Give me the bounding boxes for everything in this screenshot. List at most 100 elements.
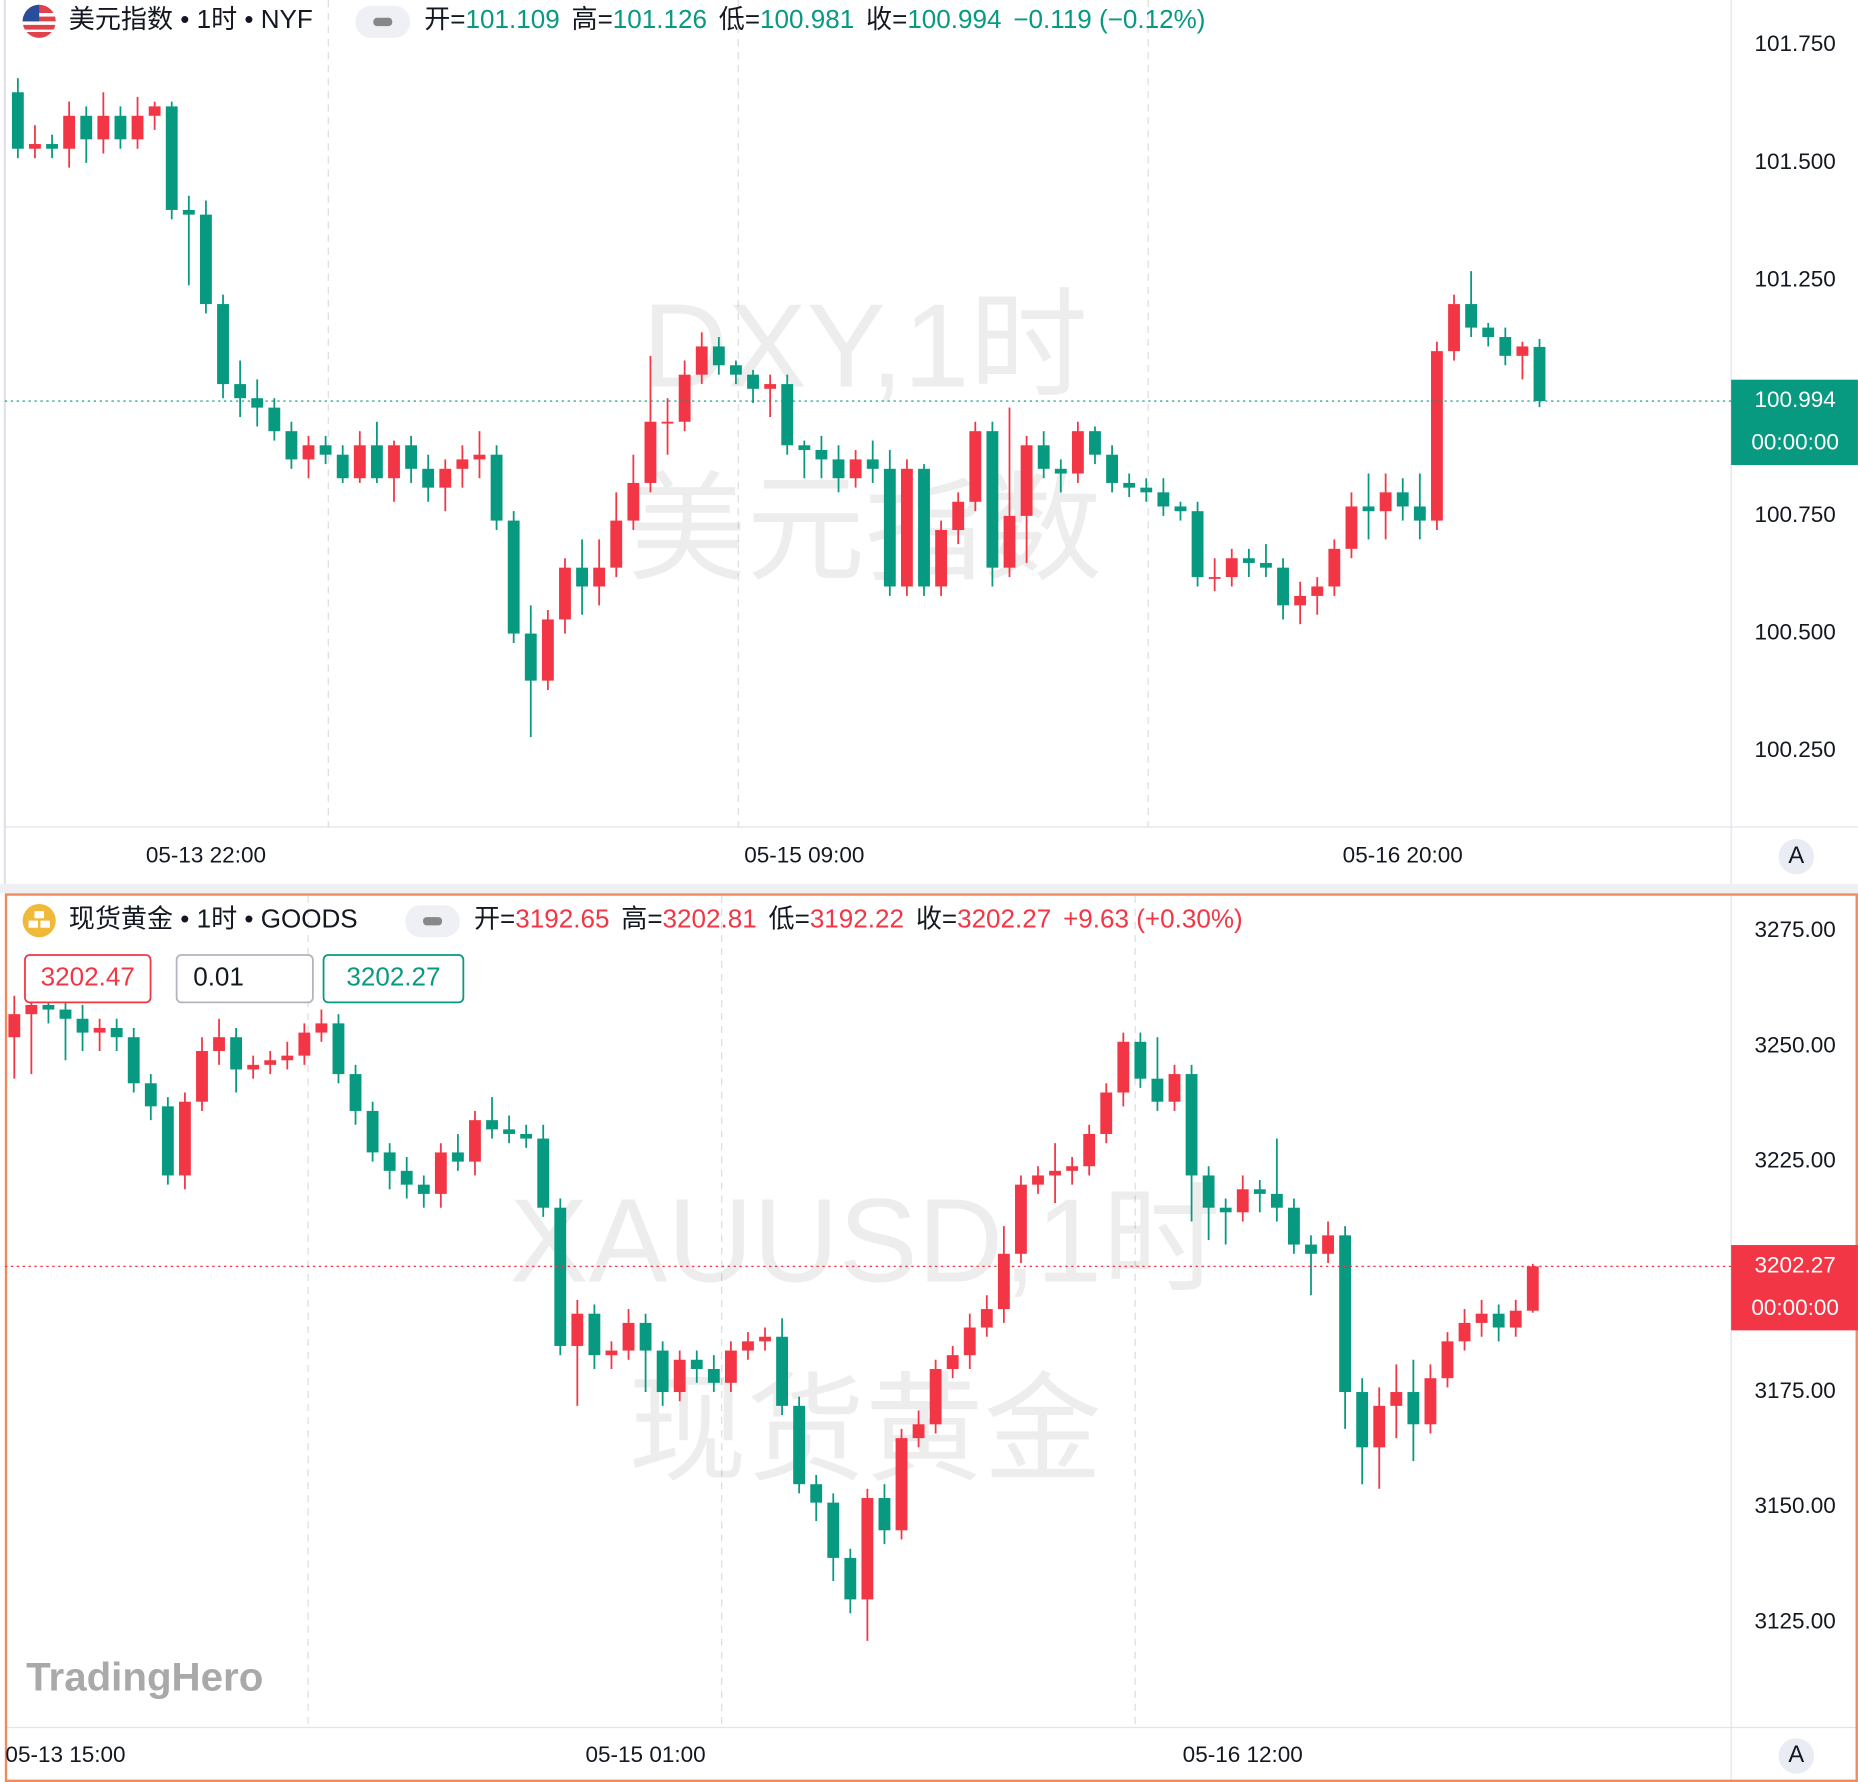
y-tick-label: 3225.00 [1754,1148,1835,1173]
candle-body [1413,506,1426,521]
candle-body [712,346,725,366]
candle-body [1015,1184,1027,1254]
candle-body [1032,1175,1044,1185]
candle-body [336,454,349,479]
price-tag [1731,379,1858,466]
y-tick-label: 3250.00 [1754,1032,1835,1057]
candle-body [1424,1378,1437,1425]
candle-body [1533,346,1546,402]
candle-body [678,374,691,422]
pill-dash [373,17,393,27]
price-tag-countdown: 00:00:00 [1751,1295,1839,1320]
candle-body [178,1101,191,1176]
candle-body [832,459,845,479]
candle-body [541,619,554,681]
candle-body [97,115,110,140]
logo: TradingHero [26,1655,263,1700]
candle-body [895,1438,908,1531]
candle-body [486,1120,498,1130]
candle-body [490,454,503,521]
candle-body [730,365,742,375]
ohlc-text: 开= [474,904,515,934]
candle-body [810,1484,823,1503]
candle-body [980,1309,993,1328]
candle-body [776,1336,789,1406]
candle-body [673,1359,686,1393]
candle-body [1003,515,1016,568]
symbol-title: 美元指数 • 1时 • NYF [69,4,313,34]
candle-body [11,92,24,149]
pane-separator [0,883,1858,894]
candle-body [1260,562,1272,568]
candle-body [1373,1405,1386,1448]
candle-body [969,431,982,502]
candle-body [520,1133,533,1139]
auto-scale-button[interactable] [1778,838,1815,875]
candles [8,991,1539,1641]
candle-body [1236,1189,1249,1213]
candle-body [622,1322,635,1351]
candle-body [759,1336,771,1342]
trade-button[interactable] [175,954,314,1004]
candle-body [114,115,127,140]
candle-body [849,459,862,479]
ohlc-text: 100.981 [760,4,854,34]
x-tick-label: 05-15 01:00 [586,1742,706,1767]
candle-body [370,445,383,479]
candle-body [844,1557,857,1600]
candle-body [353,445,366,479]
candle-body [213,1037,225,1052]
trade-button[interactable] [322,954,465,1004]
candle-body [127,1037,140,1084]
gold-icon [22,904,56,938]
candle-body [1225,558,1238,578]
candle-body [422,468,435,488]
candle-body [690,1359,703,1369]
y-tick-label: 3275.00 [1754,917,1835,942]
candle-body [764,384,777,389]
candle-body [217,304,229,385]
candle-body [298,1032,311,1056]
trade-button[interactable] [24,954,152,1004]
candle-body [63,115,76,149]
candle-body [707,1368,720,1383]
candle-body [1100,1092,1113,1134]
price-tag-value: 3202.27 [1754,1252,1835,1277]
ohlc-text: 100.994 [907,4,1001,34]
candle-body [695,346,708,375]
candle-body [405,445,418,469]
candle-body [661,421,674,424]
ohlc-text: 101.109 [466,4,560,34]
candle-body [1294,595,1307,606]
candle-body [798,445,811,450]
candle-body [605,1350,618,1356]
candle-body [25,1004,38,1015]
candle-body [161,1106,174,1176]
candle-body [1492,1313,1505,1328]
candle-body [1134,1041,1147,1079]
candle-body [264,1060,277,1065]
ohlc-text: 3202.27 [957,904,1051,934]
candle-body [230,1037,243,1070]
candle-body [1379,492,1392,512]
candle-body [417,1184,430,1194]
candle-body [1458,1322,1471,1342]
candle-body [1345,506,1358,549]
candle-body [247,1064,260,1070]
candle-body [165,106,178,210]
candle-body [388,445,400,479]
candle-body [46,144,58,149]
flag-icon [22,4,56,38]
candle-body [997,1253,1010,1310]
pill-dash [423,917,443,926]
auto-scale-button[interactable] [1778,1738,1815,1774]
candle-body [76,1018,89,1033]
candle-body [349,1074,362,1111]
ohlc-text: 3192.65 [515,904,609,934]
candle-body [1242,558,1255,563]
candle-body [1140,487,1153,493]
candle-body [1448,304,1460,352]
candle-body [332,1023,345,1075]
candle-body [1499,337,1512,356]
